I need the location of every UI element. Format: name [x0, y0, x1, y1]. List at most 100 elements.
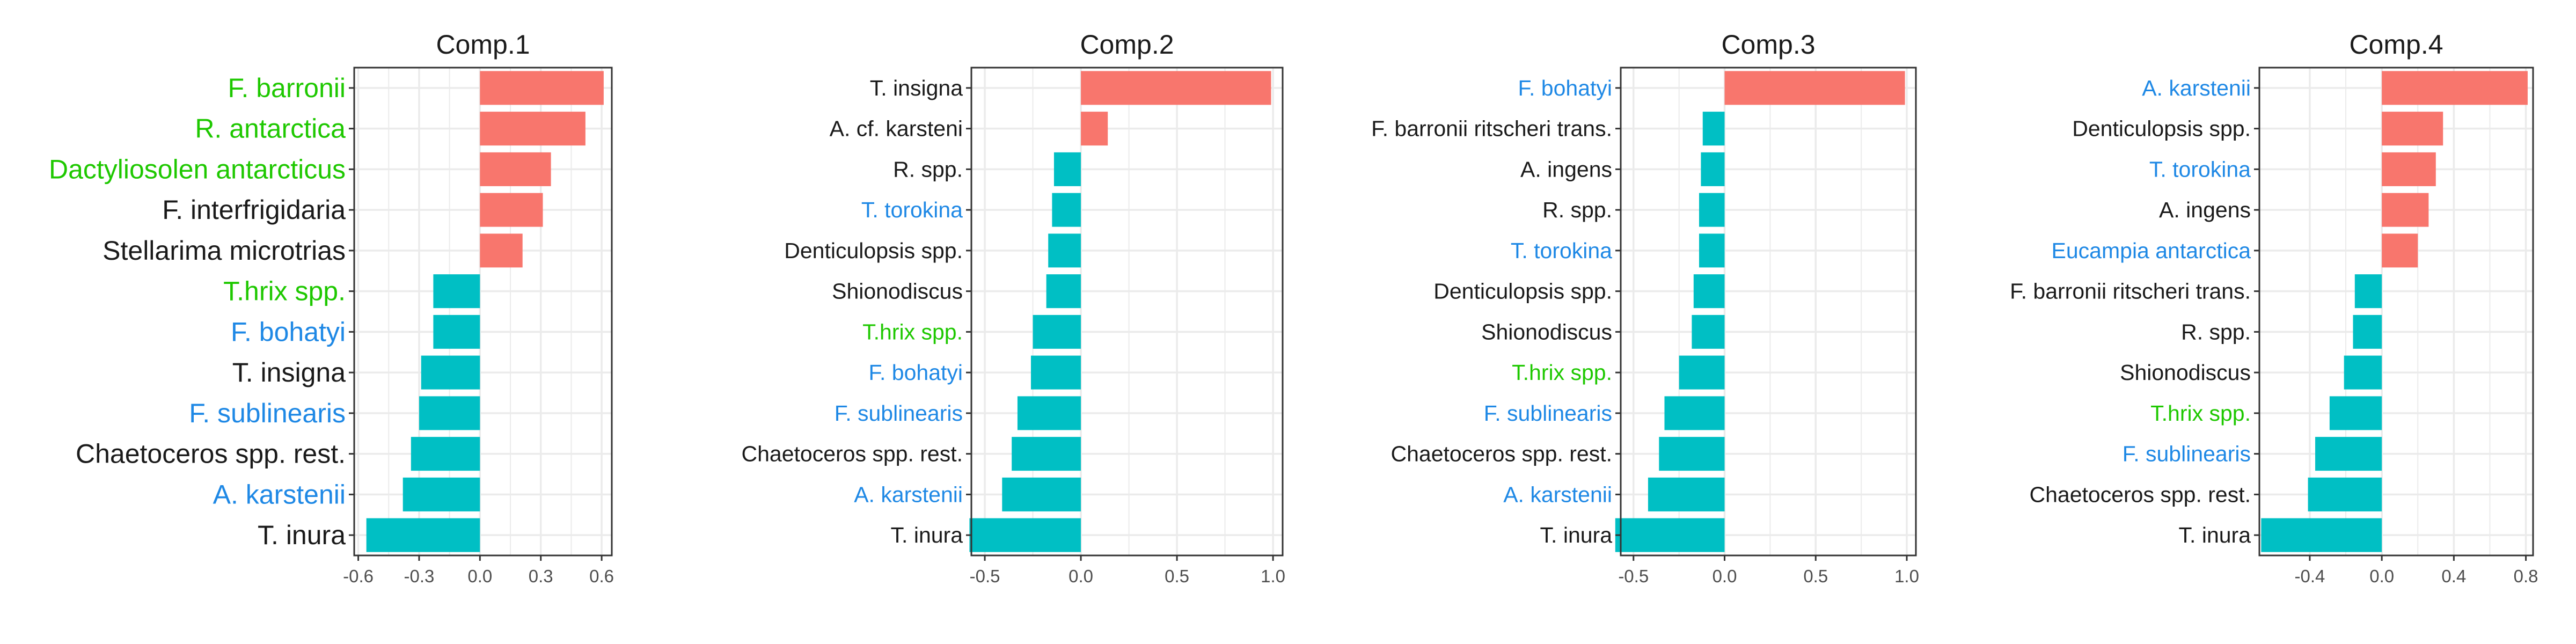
bar-1: [1724, 71, 1905, 105]
bar-5: [480, 233, 523, 268]
category-label: F. interfrigidaria: [162, 195, 346, 225]
bar-2: [1081, 112, 1108, 146]
bar-1: [480, 71, 604, 105]
bar-5: [1699, 233, 1725, 268]
category-label: A. cf. karsteni: [830, 116, 963, 141]
category-label: F. barronii ritscheri trans.: [1371, 116, 1612, 141]
category-label: R. spp.: [1542, 197, 1612, 222]
category-label: Shionodiscus: [1481, 319, 1612, 344]
bar-4: [2382, 193, 2429, 227]
panel-title: Comp.1: [436, 30, 530, 60]
category-label: A. ingens: [1520, 157, 1612, 181]
category-label: T.hrix spp.: [2150, 401, 2251, 426]
bar-7: [1033, 314, 1081, 349]
bar-1: [1081, 71, 1271, 105]
x-tick-label: -0.6: [343, 566, 374, 586]
category-label: Chaetoceros spp. rest.: [1391, 442, 1612, 466]
category-label: T. torokina: [861, 197, 963, 222]
bar-7: [1692, 314, 1725, 349]
bar-11: [1002, 477, 1081, 511]
panel-title: Comp.2: [1080, 30, 1174, 60]
x-tick-label: 1.0: [1894, 566, 1919, 586]
category-label: A. karstenii: [2142, 76, 2251, 100]
bar-12: [2261, 518, 2382, 552]
bar-4: [1699, 193, 1725, 227]
x-tick-label: 0.3: [529, 566, 553, 586]
bar-3: [1053, 152, 1081, 186]
bar-10: [1012, 437, 1081, 471]
bar-1: [2382, 71, 2528, 105]
bar-9: [419, 396, 480, 430]
panel-background: [971, 68, 1283, 555]
bar-9: [1017, 396, 1081, 430]
category-label: A. karstenii: [213, 479, 346, 509]
x-tick-label: -0.5: [970, 566, 1000, 586]
panel-background: [354, 68, 612, 555]
x-tick-label: 0.6: [589, 566, 614, 586]
category-label: Denticulopsis spp.: [1433, 279, 1612, 304]
bar-3: [480, 152, 551, 186]
bar-6: [1046, 274, 1081, 309]
bar-6: [1693, 274, 1725, 309]
category-label: Chaetoceros spp. rest.: [2030, 482, 2251, 507]
x-tick-label: 0.8: [2514, 566, 2538, 586]
bar-8: [421, 355, 480, 390]
bar-7: [433, 314, 480, 349]
x-tick-label: 0.0: [1713, 566, 1737, 586]
category-label: F. sublinearis: [835, 401, 963, 426]
category-label: F. sublinearis: [1484, 401, 1612, 426]
x-tick-label: 0.5: [1803, 566, 1828, 586]
category-label: A. karstenii: [1503, 482, 1612, 507]
bar-4: [480, 193, 543, 227]
category-label: Chaetoceros spp. rest.: [76, 439, 346, 469]
bar-2: [480, 112, 586, 146]
category-label: R. antarctica: [195, 114, 346, 144]
x-tick-label: 0.4: [2441, 566, 2466, 586]
category-label: T. inura: [1540, 523, 1613, 547]
category-label: F. bohatyi: [1518, 76, 1613, 100]
bar-6: [433, 274, 480, 309]
category-label: T. torokina: [1511, 238, 1612, 263]
bar-4: [1052, 193, 1081, 227]
category-label: F. bohatyi: [231, 317, 346, 347]
category-label: T.hrix spp.: [862, 319, 963, 344]
category-label: Eucampia antarctica: [2052, 238, 2251, 263]
panel-border: [970, 67, 1284, 557]
category-label: T. torokina: [2149, 157, 2251, 181]
bar-7: [2353, 314, 2382, 349]
bar-10: [411, 437, 480, 471]
category-label: F. barronii: [228, 73, 346, 103]
panel-background: [2259, 68, 2533, 555]
bar-9: [1664, 396, 1725, 430]
panel-title: Comp.4: [2349, 30, 2443, 60]
bar-2: [2382, 112, 2443, 146]
bar-6: [2354, 274, 2382, 309]
bar-2: [1702, 112, 1725, 146]
category-label: Denticulopsis spp.: [784, 238, 963, 263]
panel-border: [2258, 67, 2534, 557]
bar-8: [1030, 355, 1081, 390]
category-label: T.hrix spp.: [1512, 360, 1612, 385]
category-label: T. inura: [2179, 523, 2251, 547]
category-label: T. insigna: [232, 357, 346, 387]
category-label: Denticulopsis spp.: [2072, 116, 2251, 141]
category-label: F. barronii ritscheri trans.: [2010, 279, 2251, 304]
bar-10: [1659, 437, 1725, 471]
category-label: F. sublinearis: [189, 398, 346, 428]
bar-10: [2315, 437, 2382, 471]
x-tick-label: 0.0: [2369, 566, 2394, 586]
bar-9: [2329, 396, 2382, 430]
panel-border: [1620, 67, 1917, 557]
x-tick-label: 1.0: [1261, 566, 1285, 586]
category-label: T. insigna: [870, 76, 963, 100]
category-label: T. inura: [891, 523, 963, 547]
x-tick-label: 0.0: [1069, 566, 1093, 586]
bar-12: [1615, 518, 1725, 552]
bar-5: [1048, 233, 1081, 268]
category-label: Chaetoceros spp. rest.: [742, 442, 963, 466]
category-label: F. sublinearis: [2123, 442, 2251, 466]
category-label: F. bohatyi: [869, 360, 963, 385]
x-tick-label: 0.0: [467, 566, 492, 586]
category-label: Shionodiscus: [832, 279, 963, 304]
